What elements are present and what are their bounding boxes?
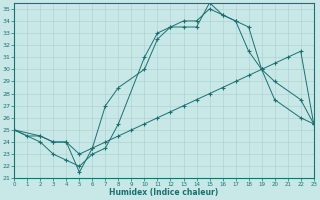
X-axis label: Humidex (Indice chaleur): Humidex (Indice chaleur): [109, 188, 219, 197]
